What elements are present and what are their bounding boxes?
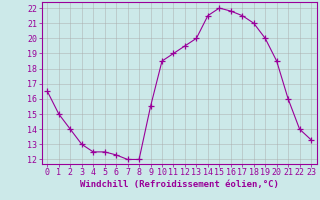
X-axis label: Windchill (Refroidissement éolien,°C): Windchill (Refroidissement éolien,°C) (80, 180, 279, 189)
